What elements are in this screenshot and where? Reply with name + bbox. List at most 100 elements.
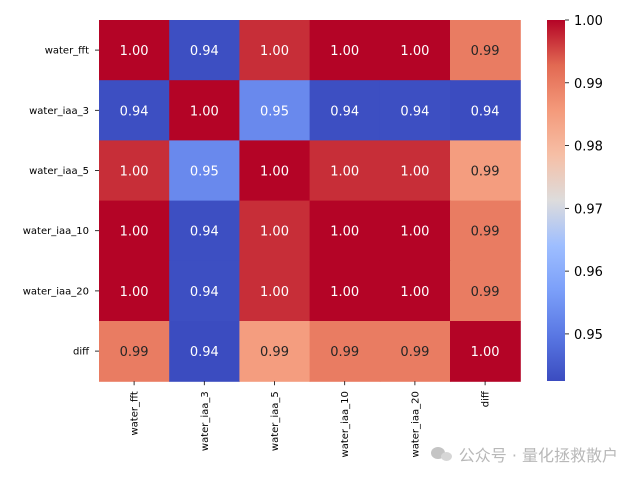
heatmap-cell	[99, 200, 170, 262]
colorbar-gradient	[547, 20, 565, 381]
heatmap-cell	[379, 260, 451, 322]
cell-annotation: 0.99	[260, 345, 289, 360]
cell-annotation: 1.00	[260, 285, 289, 300]
watermark: 公众号 · 量化拯救散户	[430, 442, 618, 466]
heatmap-cell	[239, 140, 311, 202]
heatmap-cell	[309, 140, 381, 202]
heatmap-cell	[450, 140, 521, 202]
cell-annotation: 1.00	[120, 285, 149, 300]
column-label: water_iaa_10	[340, 391, 351, 457]
colorbar-tick-label: 0.97	[574, 202, 603, 217]
heatmap-cell	[309, 200, 381, 262]
cell-annotation: 1.00	[330, 44, 359, 59]
row-label: water_iaa_10	[23, 226, 89, 237]
cell-annotation: 0.95	[260, 104, 289, 119]
heatmap-cell	[239, 200, 311, 262]
cell-annotation: 1.00	[330, 285, 359, 300]
heatmap-cell	[169, 80, 240, 141]
row-label: water_iaa_20	[23, 286, 89, 297]
cell-annotation: 0.99	[471, 285, 500, 300]
heatmap-cell	[239, 260, 311, 322]
cell-annotation: 0.94	[190, 44, 219, 59]
cell-annotation: 1.00	[330, 165, 359, 180]
heatmap-cell	[99, 20, 170, 81]
watermark-text: 公众号 · 量化拯救散户	[458, 446, 618, 465]
row-label: diff	[73, 347, 90, 358]
cell-annotation: 1.00	[120, 165, 149, 180]
cell-annotation: 1.00	[400, 285, 429, 300]
cell-annotation: 1.00	[120, 225, 149, 240]
cell-annotation: 0.94	[190, 285, 219, 300]
row-label: water_iaa_5	[29, 166, 89, 177]
row-label: water_fft	[45, 46, 89, 57]
column-labels: water_fft water_iaa_3 water_iaa_5 water_iaa…	[130, 381, 492, 457]
cell-annotation: 0.94	[471, 104, 500, 119]
cell-annotation: 0.99	[120, 345, 149, 360]
heatmap-cell	[309, 260, 381, 322]
colorbar-tick-label: 0.98	[574, 140, 603, 155]
cell-annotation: 0.94	[190, 345, 219, 360]
heatmap-cell	[379, 140, 451, 202]
heatmap-cell	[169, 260, 240, 322]
colorbar-tick-label: 0.95	[574, 328, 603, 343]
cell-annotation: 1.00	[260, 44, 289, 59]
heatmap-cell	[169, 140, 240, 202]
column-label: diff	[481, 390, 492, 407]
heatmap-cell	[450, 200, 521, 262]
heatmap-cell	[99, 260, 170, 322]
heatmap-cell	[450, 20, 521, 81]
cell-annotation: 0.94	[400, 104, 429, 119]
heatmap-cell	[239, 80, 311, 141]
cell-annotation: 0.99	[471, 225, 500, 240]
colorbar-tick-label: 1.00	[574, 14, 603, 29]
colorbar: 0.95 0.96 0.97 0.98 0.99 1.00	[547, 14, 603, 381]
heatmap-cell	[169, 20, 240, 81]
heatmap-cell	[379, 80, 451, 141]
heatmap-cell	[379, 321, 451, 382]
column-label: water_iaa_20	[410, 391, 421, 457]
column-label: water_iaa_3	[200, 391, 211, 451]
heatmap-cell	[379, 200, 451, 262]
heatmap-cell	[450, 80, 521, 141]
cell-annotation: 1.00	[400, 165, 429, 180]
wechat-icon	[430, 445, 453, 463]
cell-annotation: 0.99	[471, 44, 500, 59]
cell-annotation: 0.94	[330, 104, 359, 119]
cell-annotation: 1.00	[260, 165, 289, 180]
cell-annotation: 1.00	[400, 44, 429, 59]
column-label: water_fft	[130, 391, 141, 435]
heatmap-cell	[450, 321, 521, 382]
cell-annotation: 1.00	[330, 225, 359, 240]
heatmap-cell	[450, 260, 521, 322]
cell-annotation: 0.99	[471, 165, 500, 180]
cell-annotation: 1.00	[120, 44, 149, 59]
cell-annotation: 1.00	[260, 225, 289, 240]
heatmap-cell	[169, 321, 240, 382]
cell-annotation: 1.00	[471, 345, 500, 360]
row-labels: water_fft water_iaa_3 water_iaa_5 water_iaa…	[23, 46, 99, 358]
heatmap-cell	[239, 20, 311, 81]
heatmap-cell	[99, 140, 170, 202]
cell-annotation: 0.95	[190, 165, 219, 180]
heatmap-cell	[309, 80, 381, 141]
heatmap-cell	[169, 200, 240, 262]
heatmap-cell	[99, 321, 170, 382]
cell-annotation: 0.99	[400, 345, 429, 360]
heatmap-cells: 1.00 0.94 1.00 1.00 1.00 0.99 0.94 1.00 0.95 0.94…	[99, 20, 521, 382]
cell-annotation: 0.94	[120, 104, 149, 119]
heatmap-cell	[309, 321, 381, 382]
row-label: water_iaa_3	[29, 106, 89, 117]
colorbar-tick-label: 0.99	[574, 77, 603, 92]
heatmap-cell	[379, 20, 451, 81]
heatmap-cell	[309, 20, 381, 81]
cell-annotation: 0.99	[330, 345, 359, 360]
cell-annotation: 1.00	[400, 225, 429, 240]
cell-annotation: 0.94	[190, 225, 219, 240]
colorbar-tick-label: 0.96	[574, 265, 603, 280]
heatmap-cell	[99, 80, 170, 141]
cell-annotation: 1.00	[190, 104, 219, 119]
heatmap-cell	[239, 321, 311, 382]
column-label: water_iaa_5	[270, 391, 281, 451]
